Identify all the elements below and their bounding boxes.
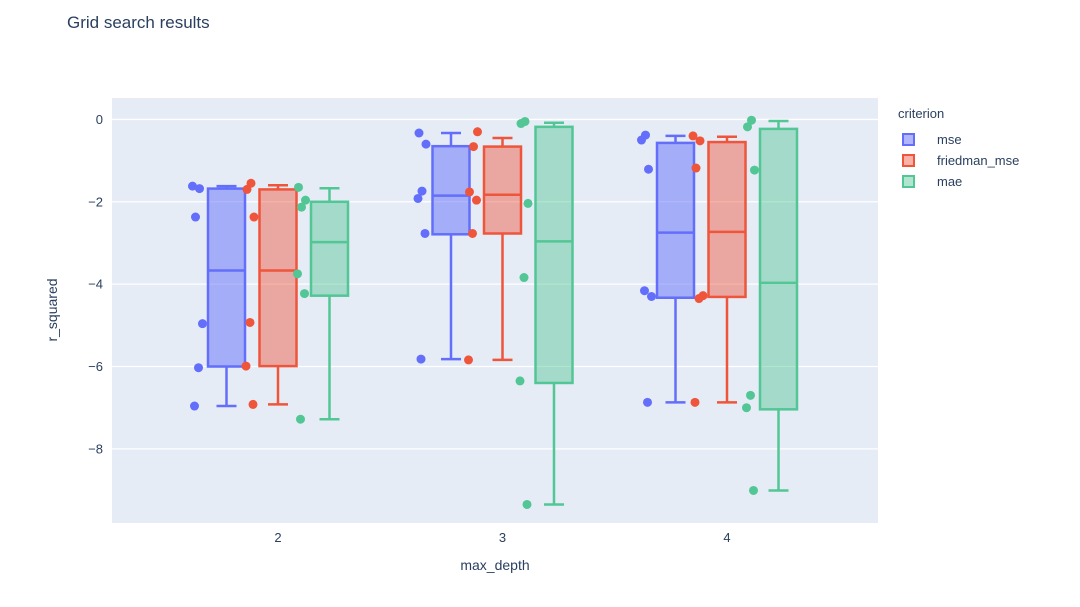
legend-label-mae: mae bbox=[937, 174, 963, 189]
point-mae[interactable] bbox=[296, 414, 305, 424]
point-friedman_mse[interactable] bbox=[690, 397, 700, 407]
point-mae[interactable] bbox=[516, 119, 526, 129]
point-mae[interactable] bbox=[300, 289, 309, 299]
point-mae[interactable] bbox=[749, 485, 758, 495]
point-mae[interactable] bbox=[742, 403, 751, 413]
point-mse[interactable] bbox=[195, 184, 204, 194]
point-friedman_mse[interactable] bbox=[465, 187, 474, 197]
box-mae-depth-4[interactable] bbox=[758, 127, 799, 411]
point-friedman_mse[interactable] bbox=[464, 355, 473, 365]
legend-label-friedman-mse: friedman_mse bbox=[937, 153, 1020, 168]
point-mae[interactable] bbox=[301, 195, 310, 205]
point-mse[interactable] bbox=[191, 212, 200, 222]
point-mse[interactable] bbox=[421, 139, 431, 149]
point-friedman_mse[interactable] bbox=[468, 228, 477, 238]
legend-swatch-mse-icon bbox=[902, 133, 915, 146]
x-axis-title: max_depth bbox=[460, 557, 530, 573]
point-mae[interactable] bbox=[293, 269, 302, 279]
point-mse[interactable] bbox=[644, 164, 653, 174]
y-tick-label: −4 bbox=[88, 277, 103, 292]
point-mse[interactable] bbox=[637, 135, 646, 145]
y-tick-label: −2 bbox=[88, 194, 103, 209]
y-tick-label: 0 bbox=[96, 112, 103, 127]
point-friedman_mse[interactable] bbox=[691, 163, 701, 173]
point-mse[interactable] bbox=[647, 291, 656, 301]
point-mse[interactable] bbox=[416, 354, 426, 364]
point-friedman_mse[interactable] bbox=[241, 361, 251, 371]
point-friedman_mse[interactable] bbox=[473, 127, 482, 137]
x-tick-label: 2 bbox=[274, 530, 281, 545]
point-mse[interactable] bbox=[414, 128, 424, 138]
point-mse[interactable] bbox=[190, 401, 199, 411]
point-friedman_mse[interactable] bbox=[694, 294, 704, 304]
point-mae[interactable] bbox=[294, 182, 303, 192]
point-mse[interactable] bbox=[198, 319, 207, 329]
box-mse-depth-4[interactable] bbox=[655, 141, 696, 299]
legend-item-mae[interactable]: mae bbox=[898, 171, 1019, 192]
box-mse-depth-3[interactable] bbox=[431, 144, 471, 236]
legend: criterion mse friedman_mse mae bbox=[898, 106, 1019, 192]
point-mae[interactable] bbox=[522, 499, 532, 509]
point-friedman_mse[interactable] bbox=[242, 184, 252, 194]
point-mse[interactable] bbox=[417, 186, 427, 196]
point-mae[interactable] bbox=[297, 202, 306, 212]
point-friedman_mse[interactable] bbox=[249, 212, 259, 222]
y-tick-label: −8 bbox=[88, 441, 103, 456]
box-mse-depth-2[interactable] bbox=[206, 187, 247, 368]
point-friedman_mse[interactable] bbox=[248, 399, 258, 409]
point-friedman_mse[interactable] bbox=[469, 142, 478, 152]
box-mae-depth-2[interactable] bbox=[309, 200, 350, 297]
point-friedman_mse[interactable] bbox=[688, 131, 698, 141]
point-mse[interactable] bbox=[188, 181, 197, 191]
point-mse[interactable] bbox=[420, 228, 430, 238]
point-mse[interactable] bbox=[640, 286, 649, 296]
point-mae[interactable] bbox=[515, 376, 525, 386]
x-tick-label: 4 bbox=[723, 530, 730, 545]
legend-label-mse: mse bbox=[937, 132, 962, 147]
legend-item-friedman-mse[interactable]: friedman_mse bbox=[898, 150, 1019, 171]
legend-item-mse[interactable]: mse bbox=[898, 129, 1019, 150]
point-mae[interactable] bbox=[750, 165, 759, 175]
box-friedman_mse-depth-3[interactable] bbox=[482, 145, 523, 235]
x-tick-label: 3 bbox=[499, 530, 506, 545]
point-mse[interactable] bbox=[643, 397, 652, 407]
chart-title: Grid search results bbox=[67, 13, 210, 32]
point-mae[interactable] bbox=[747, 115, 756, 125]
y-tick-label: −6 bbox=[88, 359, 103, 374]
y-axis-title: r_squared bbox=[44, 278, 60, 342]
box-friedman_mse-depth-4[interactable] bbox=[707, 140, 747, 299]
point-mae[interactable] bbox=[746, 390, 755, 400]
point-mse[interactable] bbox=[194, 363, 203, 373]
box-mae-depth-3[interactable] bbox=[534, 125, 574, 385]
point-mae[interactable] bbox=[743, 122, 752, 132]
legend-title: criterion bbox=[898, 106, 945, 121]
point-friedman_mse[interactable] bbox=[472, 195, 481, 205]
point-mae[interactable] bbox=[523, 198, 533, 208]
box-friedman_mse-depth-2[interactable] bbox=[258, 188, 298, 368]
legend-swatch-friedman-mse-icon bbox=[902, 154, 915, 167]
point-mae[interactable] bbox=[519, 273, 529, 283]
point-friedman_mse[interactable] bbox=[245, 317, 255, 327]
legend-swatch-mae-icon bbox=[902, 175, 915, 188]
point-friedman_mse[interactable] bbox=[695, 136, 705, 146]
point-mse[interactable] bbox=[413, 193, 423, 203]
